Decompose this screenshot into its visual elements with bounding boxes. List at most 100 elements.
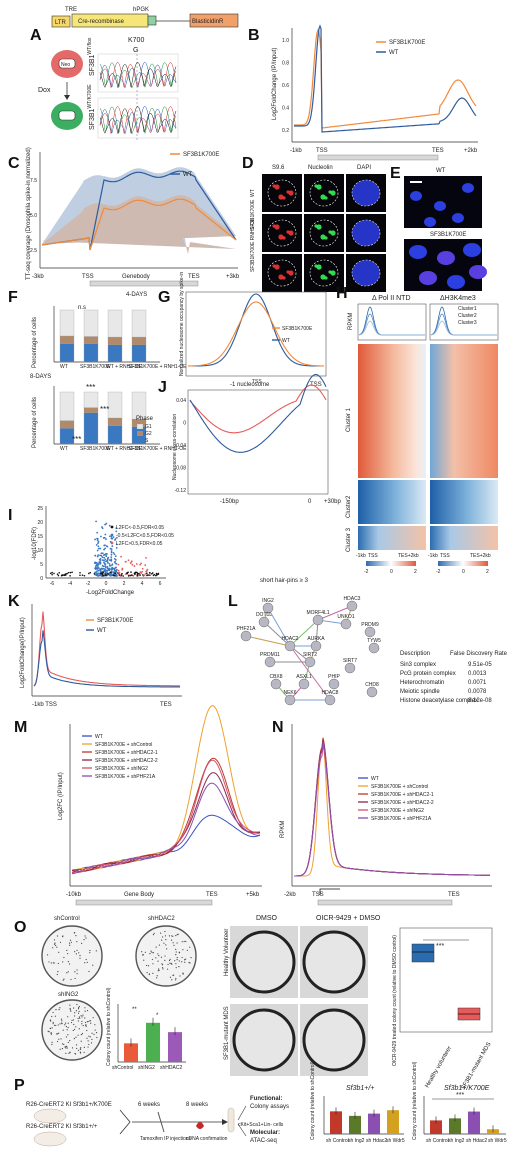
y-tick-label: 0 [183, 421, 186, 427]
o-colony [153, 932, 155, 934]
o-colony [92, 1017, 94, 1019]
l-node-label: HDAC2 [282, 636, 299, 642]
panel-o: O shControl shHDAC2 shING2 Colony count … [14, 915, 493, 1091]
o-colony [84, 962, 86, 964]
i-point-ns [62, 574, 64, 576]
o-colony [157, 960, 159, 962]
j-xtick-0: 0 [308, 499, 312, 505]
o-plate [41, 925, 103, 987]
o-colony [83, 939, 85, 941]
hpgk-box [147, 15, 157, 26]
g-ylabel: Normalized nucleosome occupancy by spike… [179, 272, 185, 376]
m-lines [71, 705, 261, 875]
panel-b-label: B [248, 27, 260, 44]
i-point-up [141, 567, 144, 570]
i-point-mid [96, 539, 99, 542]
i-point-mid [99, 570, 102, 573]
i-point-mid [106, 553, 108, 555]
o-colony [69, 1009, 71, 1011]
j-mut-line [189, 384, 327, 434]
o-box-ylabel: OICR-9429 treated colony count (relative… [392, 935, 398, 1066]
o-colony [51, 1041, 53, 1043]
o-colony [81, 1020, 83, 1023]
o-colony [77, 1012, 80, 1014]
i-point-up [129, 561, 132, 564]
e-mut-nucleus [447, 275, 465, 289]
i-point-mid [95, 570, 98, 573]
i-point-mid [96, 567, 99, 569]
i-point-mid [104, 523, 106, 526]
i-point-ns [157, 572, 160, 575]
i-point-mid [114, 538, 117, 540]
l-edge [263, 621, 291, 647]
o-colony [175, 967, 177, 969]
n-xtick-tes: TES [448, 892, 460, 898]
o-colony [62, 961, 64, 963]
o-colony [89, 949, 91, 952]
o-colony [89, 952, 91, 954]
o-colony [92, 964, 94, 966]
g-legend-mut: SF3B1K700E [282, 326, 313, 332]
l-table-fdr: 9.51e-05 [468, 662, 492, 668]
i-point-mid [99, 547, 102, 550]
o-colony [175, 951, 177, 953]
n-legend-label: WT [371, 776, 379, 782]
i-point-mid [102, 554, 105, 557]
c-legend-wt: WT [183, 172, 193, 178]
i-point-mid [94, 561, 97, 564]
o-colony [71, 1019, 73, 1021]
o-dish-row-mds: SF3B1-mutant MDS [224, 1006, 230, 1060]
i-point-up [133, 565, 136, 567]
i-point-mid [99, 568, 101, 570]
m-ylabel: Log2FC (IP/Input) [58, 772, 64, 820]
o-bar [168, 1032, 182, 1062]
panel-a-label: A [30, 27, 42, 44]
l-node-label: ING2 [262, 598, 274, 604]
o-colony [74, 977, 76, 980]
e-row-mut: SF3B1K700E [430, 232, 466, 238]
i-legend-up-dot [110, 541, 114, 545]
o-colony [88, 970, 90, 973]
i-point-mid [97, 547, 100, 550]
l-node [284, 694, 296, 706]
f-bottom-cat-wt: WT [60, 446, 68, 452]
o-colony [54, 942, 56, 944]
foci-dot [278, 234, 284, 240]
o-colony [52, 1023, 54, 1025]
i-point-mid [110, 556, 113, 559]
i-point-mid [101, 556, 104, 558]
i-point-ns [112, 574, 115, 577]
l-node [346, 600, 358, 612]
i-point-mid [97, 563, 100, 565]
ltr-box [51, 15, 71, 28]
o-colony [66, 1047, 68, 1049]
y-tick-label: 0.2 [282, 128, 289, 134]
o-colony [86, 1037, 88, 1039]
o-colony [75, 1026, 77, 1028]
i-point-up [117, 569, 120, 572]
o-colony [178, 960, 180, 962]
i-point-mid [102, 537, 105, 539]
o-colony [78, 1007, 80, 1009]
p-timeline-arrowhead [222, 1119, 228, 1125]
l-node-label: PRDM9 [361, 622, 379, 628]
foci-dot [330, 190, 336, 196]
n-tss-arrow-icon [319, 888, 340, 895]
o-colony [78, 1005, 80, 1008]
o-colony [77, 1049, 80, 1052]
i-point-ns [101, 572, 104, 574]
micrograph-tile [304, 174, 344, 212]
o-colony [91, 1038, 93, 1041]
l-node-label: HDAC3 [344, 596, 361, 602]
o-bar-ylabel: Colony count (relative to shControl) [106, 987, 112, 1066]
o-colony [58, 1032, 60, 1034]
o-colony [95, 950, 97, 952]
h-legend-c1: Cluster1 [458, 306, 477, 312]
y-tick-label: -0.08 [175, 466, 187, 472]
micrograph-tile [262, 174, 302, 212]
h-profile-line [358, 306, 425, 336]
panel-k-label: K [8, 593, 20, 610]
o-colony [176, 957, 178, 959]
i-point-mid [105, 560, 107, 563]
i-point-mid [97, 542, 99, 545]
